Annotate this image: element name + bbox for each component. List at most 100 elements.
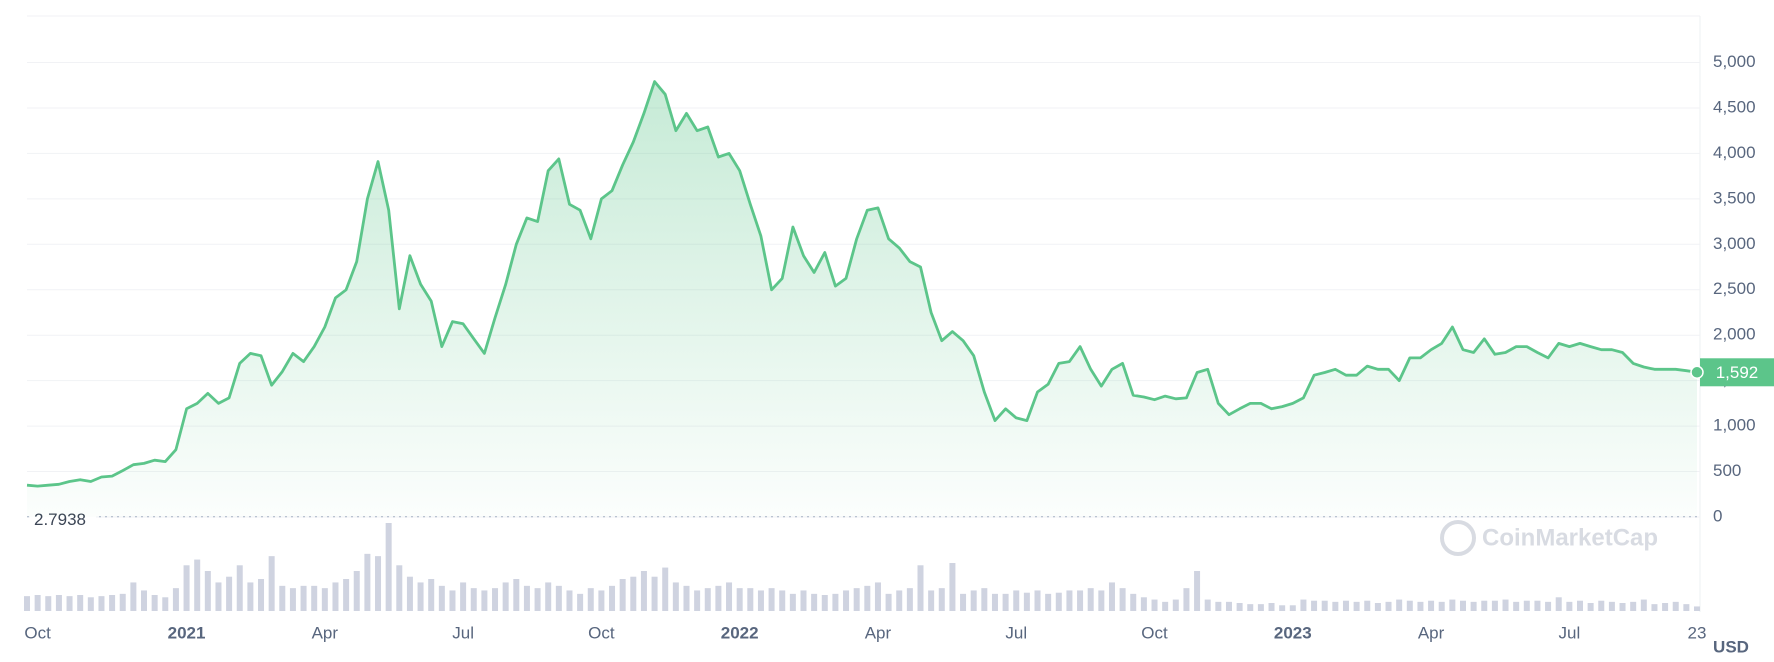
volume-bar (1023, 592, 1030, 611)
volume-bar (428, 579, 435, 611)
x-tick-label: Apr (865, 623, 892, 642)
volume-bar (640, 571, 647, 611)
volume-bar (864, 585, 871, 611)
volume-bar (1034, 590, 1041, 611)
volume-bar (1077, 590, 1084, 611)
volume-bar (438, 585, 445, 611)
x-tick-label: Jul (1558, 623, 1580, 642)
volume-bar (885, 593, 892, 611)
volume-bar (1385, 601, 1392, 611)
volume-bar (1491, 600, 1498, 611)
volume-bar (1342, 600, 1349, 611)
plot: 2.7938 (26, 80, 1698, 529)
volume-bar (172, 588, 179, 611)
volume-bar (343, 579, 350, 611)
volume-bar (768, 588, 775, 611)
volume-bar (151, 595, 158, 611)
volume-bar (87, 597, 94, 611)
volume-bar (109, 595, 116, 611)
volume-bar (1289, 605, 1296, 611)
volume-bar (1598, 600, 1605, 611)
volume-bar (1608, 601, 1615, 611)
volume-bar (1087, 588, 1094, 611)
volume-bar (662, 567, 669, 611)
volume-bar (1002, 593, 1009, 611)
volume-bar (715, 585, 722, 611)
volume-bar (970, 590, 977, 611)
volume-bar (215, 582, 222, 611)
x-tick-label: Oct (1141, 623, 1168, 642)
volume-bar (821, 595, 828, 611)
price-line (26, 80, 1698, 488)
x-tick-label: 2022 (721, 623, 759, 642)
volume-bar (1534, 600, 1541, 611)
volume-bar (1545, 601, 1552, 611)
volume-bar (321, 588, 328, 611)
volume-bar (1481, 600, 1488, 611)
x-tick-label: Oct (588, 623, 615, 642)
watermark-text: CoinMarketCap (1482, 524, 1658, 551)
volume-bar (789, 593, 796, 611)
volume-bar (757, 590, 764, 611)
volume-bar (194, 559, 201, 611)
y-tick-label: 500 (1713, 461, 1741, 480)
volume-bar (566, 590, 573, 611)
volume-bar (555, 585, 562, 611)
volume-bar (481, 590, 488, 611)
volume-bar (1449, 599, 1456, 611)
y-tick-label: 3,500 (1713, 188, 1756, 207)
volume-bar (396, 565, 403, 611)
volume-bar (375, 556, 382, 611)
volume-bar (609, 585, 616, 611)
x-tick-label: Jul (1005, 623, 1027, 642)
x-tick-label: Apr (1418, 623, 1445, 642)
volume-bar (1428, 600, 1435, 611)
volume-bar (1619, 603, 1626, 611)
volume-bar (311, 585, 318, 611)
volume-bar (938, 588, 945, 611)
volume-bar (1321, 600, 1328, 611)
volume-bar (1279, 605, 1286, 611)
volume-bar (896, 590, 903, 611)
volume-bar (587, 588, 594, 611)
volume-bar (1576, 600, 1583, 611)
volume-bar (502, 582, 509, 611)
volume-bar (141, 590, 148, 611)
volume-bar (1055, 592, 1062, 611)
volume-bar (1470, 601, 1477, 611)
x-tick-label: 2021 (168, 623, 206, 642)
volume-bar (683, 585, 690, 611)
volume-bar (811, 593, 818, 611)
volume-bar (470, 588, 477, 611)
unit-label: USD (1713, 637, 1749, 656)
y-tick-label: 2,000 (1713, 325, 1756, 344)
volume-bar (853, 588, 860, 611)
volume-bar (34, 595, 41, 611)
volume-bar (1098, 590, 1105, 611)
volume-bar (779, 590, 786, 611)
volume-bar (1183, 588, 1190, 611)
volume-bar (226, 576, 233, 611)
volume-bar (1162, 601, 1169, 611)
volume-bar (279, 585, 286, 611)
volume-bar (268, 556, 275, 611)
volume-bar (1640, 599, 1647, 611)
volume-bar (1374, 603, 1381, 611)
volume-bar (1566, 601, 1573, 611)
volume-bar (1523, 600, 1530, 611)
volume-bar (1268, 603, 1275, 611)
volume-bar (1247, 604, 1254, 611)
volume-bar (1672, 601, 1679, 611)
last-value-badge (1700, 358, 1774, 387)
volume-bar (843, 590, 850, 611)
volume-bar (960, 593, 967, 611)
volume-bar (119, 593, 126, 611)
last-point (1690, 365, 1704, 380)
volume-bar (545, 582, 552, 611)
watermark: CoinMarketCap (1440, 520, 1658, 556)
volume-bar (460, 582, 467, 611)
volume-bar (598, 590, 605, 611)
volume-bar (577, 593, 584, 611)
volume-bar (672, 582, 679, 611)
